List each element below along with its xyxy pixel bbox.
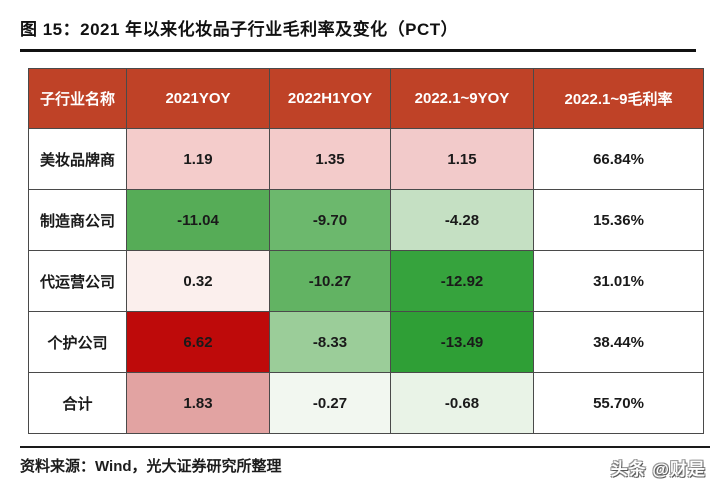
cell-value: -12.92 — [390, 250, 534, 312]
source-note: 资料来源：Wind，光大证券研究所整理 — [20, 458, 282, 475]
col-header-2022-1-9yoy: 2022.1~9YOY — [390, 68, 534, 129]
row-label: 个护公司 — [28, 311, 127, 373]
cell-value: 0.32 — [126, 250, 270, 312]
title-divider — [20, 49, 696, 52]
table-row: 美妆品牌商 1.19 1.35 1.15 66.84% — [28, 128, 704, 190]
toutiao-watermark: 头条 @财是 — [610, 460, 706, 479]
cell-value: -13.49 — [390, 311, 534, 373]
cell-value: 55.70% — [533, 372, 704, 434]
table-row: 个护公司 6.62 -8.33 -13.49 38.44% — [28, 311, 704, 373]
row-label: 美妆品牌商 — [28, 128, 127, 190]
cell-value: -9.70 — [269, 189, 391, 251]
col-header-2021yoy: 2021YOY — [126, 68, 270, 129]
cell-value: -0.68 — [390, 372, 534, 434]
cell-value: 1.19 — [126, 128, 270, 190]
figure-title: 图 15：2021 年以来化妆品子行业毛利率及变化（PCT） — [20, 20, 459, 39]
footer-divider — [20, 446, 710, 448]
row-label: 制造商公司 — [28, 189, 127, 251]
table-row: 合计 1.83 -0.27 -0.68 55.70% — [28, 372, 704, 434]
footer: 资料来源：Wind，光大证券研究所整理 头条 @财是 — [0, 448, 716, 480]
cell-value: 1.83 — [126, 372, 270, 434]
cell-value: -10.27 — [269, 250, 391, 312]
col-header-2022h1yoy: 2022H1YOY — [269, 68, 391, 129]
cell-value: 6.62 — [126, 311, 270, 373]
cell-value: 38.44% — [533, 311, 704, 373]
cell-value: -11.04 — [126, 189, 270, 251]
col-header-2022-1-9-margin: 2022.1~9毛利率 — [533, 68, 704, 129]
cell-value: -4.28 — [390, 189, 534, 251]
row-label: 合计 — [28, 372, 127, 434]
row-label: 代运营公司 — [28, 250, 127, 312]
cell-value: 1.35 — [269, 128, 391, 190]
cell-value: 66.84% — [533, 128, 704, 190]
col-header-industry: 子行业名称 — [28, 68, 127, 129]
table-row: 代运营公司 0.32 -10.27 -12.92 31.01% — [28, 250, 704, 312]
header-row: 子行业名称 2021YOY 2022H1YOY 2022.1~9YOY 2022… — [28, 68, 704, 129]
cell-value: 31.01% — [533, 250, 704, 312]
gross-margin-heatmap-table: 子行业名称 2021YOY 2022H1YOY 2022.1~9YOY 2022… — [28, 68, 704, 434]
cell-value: 15.36% — [533, 189, 704, 251]
cell-value: -8.33 — [269, 311, 391, 373]
cell-value: -0.27 — [269, 372, 391, 434]
table-row: 制造商公司 -11.04 -9.70 -4.28 15.36% — [28, 189, 704, 251]
cell-value: 1.15 — [390, 128, 534, 190]
